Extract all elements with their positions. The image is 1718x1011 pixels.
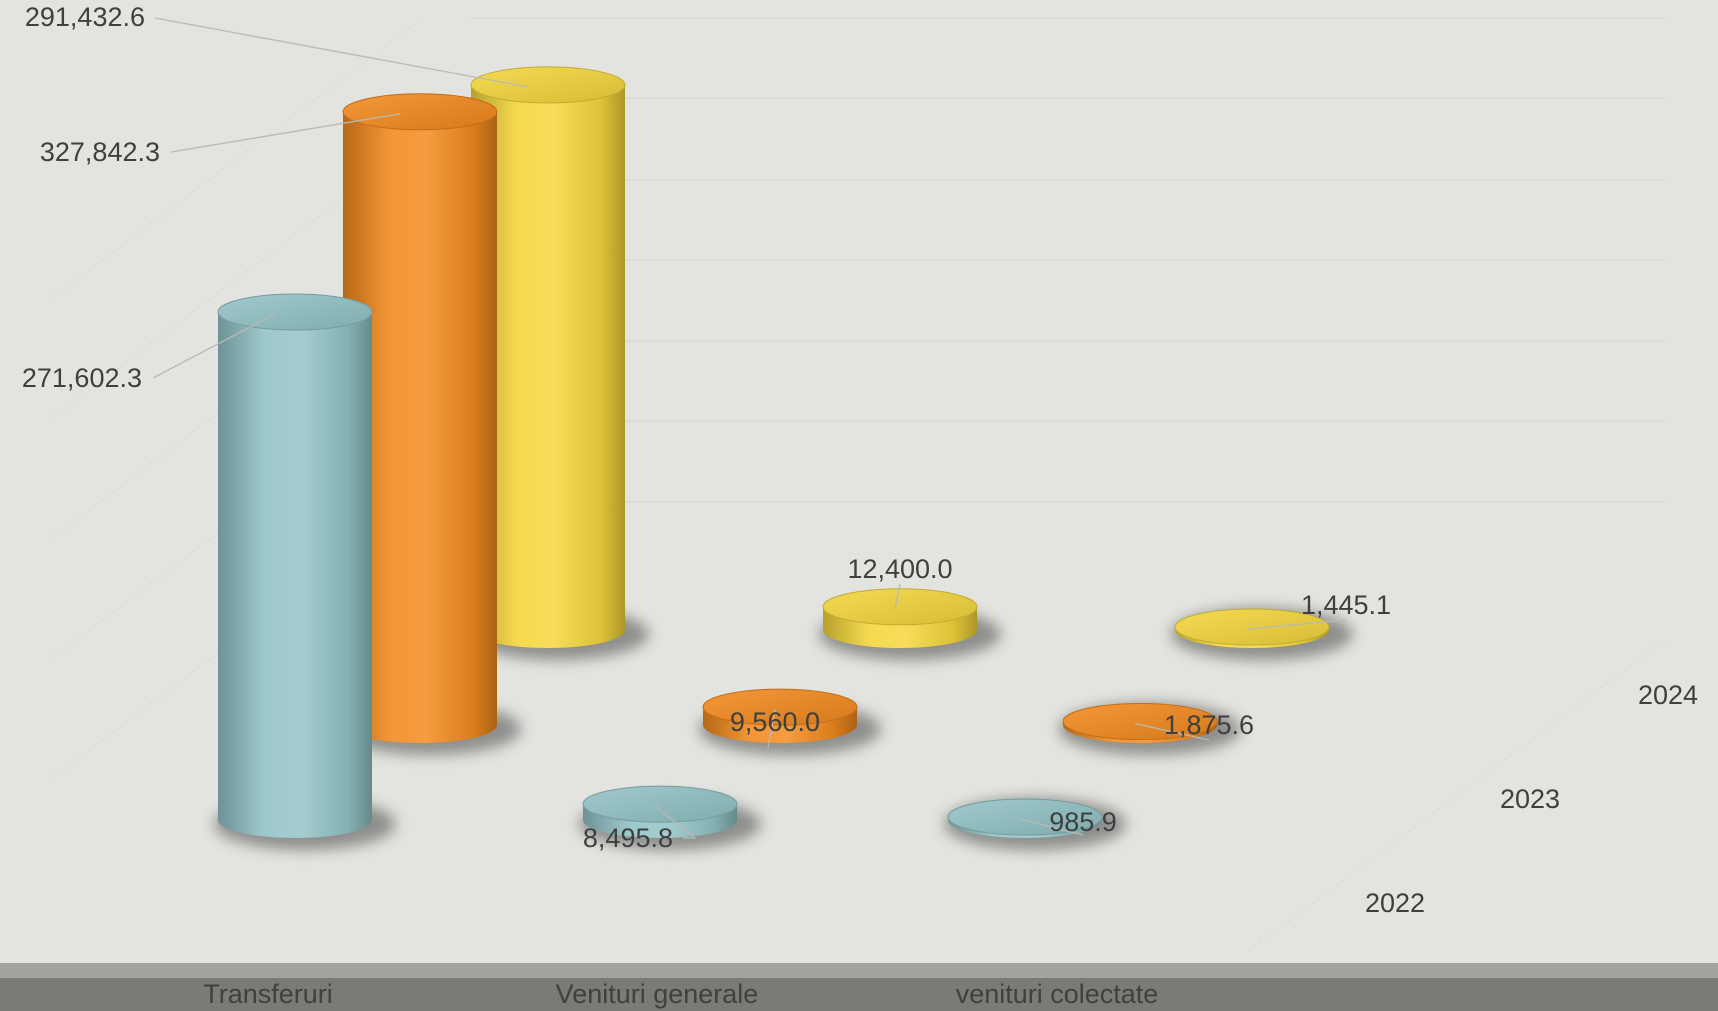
bars — [217, 66, 1330, 838]
data-label: 271,602.3 — [22, 363, 142, 393]
gridlines — [470, 17, 1665, 503]
cylinder-top — [947, 798, 1103, 836]
bar-2023-transferuri — [342, 93, 498, 743]
data-labels: 291,432.6 12,400.0 1,445.1 327,842.3 9,560.0… — [22, 2, 1391, 853]
bar-2024-venituri-colectate — [1174, 608, 1330, 648]
category-label: venituri colectate — [956, 979, 1159, 1009]
bar-2024-transferuri — [470, 66, 626, 648]
cylinder-top — [470, 66, 626, 104]
cylinder-top — [702, 688, 858, 726]
leader-line — [1246, 619, 1347, 630]
depth-line — [1249, 639, 1666, 951]
leader-line — [1019, 818, 1084, 836]
category-axis-band-top — [0, 963, 1718, 978]
cylinder-top — [822, 588, 978, 626]
bar-2022-venituri-colectate — [947, 798, 1103, 838]
data-label: 291,432.6 — [25, 2, 145, 32]
data-label: 9,560.0 — [730, 707, 820, 737]
floor-lines — [49, 19, 1666, 951]
cylinder-body — [343, 111, 497, 743]
category-label: Venituri generale — [556, 979, 759, 1009]
category-label: Transferuri — [203, 979, 333, 1009]
leader-line — [154, 17, 529, 88]
cylinder-top — [1174, 608, 1330, 646]
leader-line — [654, 805, 697, 839]
leader-line — [152, 313, 276, 379]
leader-line — [1134, 722, 1210, 741]
leader-line — [767, 709, 776, 749]
bar-2024-venituri-generale — [822, 588, 978, 648]
series-label-2022: 2022 — [1365, 888, 1425, 918]
bar-2022-transferuri — [217, 293, 373, 838]
data-label: 12,400.0 — [847, 554, 952, 584]
series-label-2023: 2023 — [1500, 784, 1560, 814]
leader-line — [170, 113, 401, 153]
series-depth-labels: 2022 2023 2024 — [1365, 680, 1698, 918]
bar-2023-venituri-colectate — [1062, 702, 1218, 743]
data-label: 8,495.8 — [583, 823, 673, 853]
data-label: 1,445.1 — [1301, 590, 1391, 620]
series-label-2024: 2024 — [1638, 680, 1698, 710]
cylinder-top — [342, 93, 498, 131]
category-labels: Transferuri Venituri generale venituri col… — [203, 979, 1158, 1009]
category-axis-band — [0, 978, 1718, 1011]
data-label: 1,875.6 — [1164, 710, 1254, 740]
data-label: 327,842.3 — [40, 137, 160, 167]
cylinder-top — [582, 785, 738, 823]
data-label: 985.9 — [1049, 807, 1117, 837]
cylinder-top — [1062, 702, 1218, 740]
bar-2022-venituri-generale — [582, 785, 738, 838]
bar-2023-venituri-generale — [702, 688, 858, 743]
leader-line — [894, 583, 901, 609]
leader-lines — [152, 17, 1347, 839]
cylinder-body — [218, 312, 372, 838]
cylinder-top — [217, 293, 373, 331]
cylinder-body — [471, 84, 625, 648]
